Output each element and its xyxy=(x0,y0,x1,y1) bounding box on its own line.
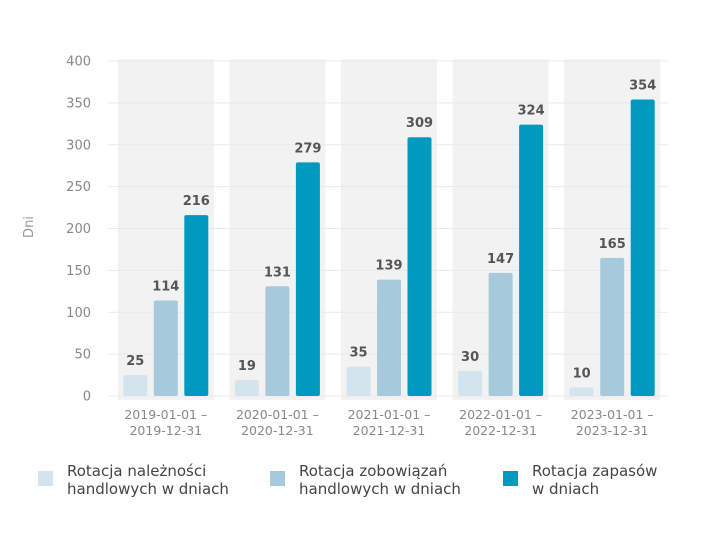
bar xyxy=(600,257,625,396)
bar xyxy=(234,380,259,396)
x-tick-label: 2023-01-01 – xyxy=(571,407,654,422)
x-tick-label: 2019-01-01 – xyxy=(124,407,207,422)
data-label: 279 xyxy=(294,141,321,156)
legend-item[interactable]: Rotacja należności handlowych w dniach xyxy=(38,462,229,498)
data-label: 19 xyxy=(238,359,256,374)
y-tick-label: 400 xyxy=(66,55,91,70)
data-label: 30 xyxy=(461,350,479,365)
bar xyxy=(630,99,655,397)
data-label: 354 xyxy=(629,79,656,94)
y-tick-label: 150 xyxy=(66,264,91,279)
legend-swatch xyxy=(503,471,518,486)
x-tick-label: 2023-12-31 xyxy=(576,423,649,438)
bar xyxy=(265,286,290,396)
bar xyxy=(184,215,209,396)
y-tick-label: 300 xyxy=(66,138,91,153)
legend-swatch xyxy=(270,471,285,486)
legend-label: Rotacja zobowiązań handlowych w dniach xyxy=(299,462,461,498)
x-tick-label: 2022-01-01 – xyxy=(459,407,542,422)
bar-chart: 0 50 100 150 200 250 300 350 400 Dni 25 114 216 2019-… xyxy=(22,55,668,438)
bar xyxy=(407,137,432,396)
x-tick-label: 2021-01-01 – xyxy=(348,407,431,422)
data-label: 10 xyxy=(573,367,591,382)
legend-swatch xyxy=(38,471,53,486)
y-tick-label: 200 xyxy=(66,222,91,237)
data-label: 35 xyxy=(349,346,367,361)
x-tick-label: 2022-12-31 xyxy=(464,423,537,438)
data-label: 25 xyxy=(126,354,144,369)
x-tick-label: 2020-01-01 – xyxy=(236,407,319,422)
bar xyxy=(488,272,513,396)
bar xyxy=(346,366,371,396)
legend-item[interactable]: Rotacja zobowiązań handlowych w dniach xyxy=(270,462,461,498)
y-tick-label: 50 xyxy=(74,348,91,363)
bar xyxy=(377,279,401,396)
legend-label: Rotacja należności handlowych w dniach xyxy=(67,462,229,498)
data-label: 114 xyxy=(152,280,179,295)
bar xyxy=(519,124,544,397)
data-label: 216 xyxy=(183,194,210,209)
data-label: 147 xyxy=(487,252,514,267)
data-label: 165 xyxy=(599,237,626,252)
bar xyxy=(569,387,594,396)
y-tick-label: 350 xyxy=(66,96,91,111)
bar xyxy=(153,300,178,396)
x-tick-label: 2020-12-31 xyxy=(241,423,314,438)
x-tick-label: 2019-12-31 xyxy=(129,423,202,438)
bar xyxy=(123,375,148,396)
data-label: 309 xyxy=(406,116,433,131)
legend-item[interactable]: Rotacja zapasów w dniach xyxy=(503,462,657,498)
y-tick-label: 250 xyxy=(66,180,91,195)
data-label: 131 xyxy=(264,265,291,280)
y-axis-label: Dni xyxy=(22,216,37,238)
bar xyxy=(295,162,320,396)
x-tick-label: 2021-12-31 xyxy=(353,423,426,438)
data-label: 324 xyxy=(518,104,545,119)
data-label: 139 xyxy=(375,259,402,274)
y-tick-label: 100 xyxy=(66,306,91,321)
legend-label: Rotacja zapasów w dniach xyxy=(532,462,658,498)
chart-legend: Rotacja należności handlowych w dniach Ro… xyxy=(0,462,710,512)
bar xyxy=(458,370,483,396)
y-tick-label: 0 xyxy=(83,390,91,405)
